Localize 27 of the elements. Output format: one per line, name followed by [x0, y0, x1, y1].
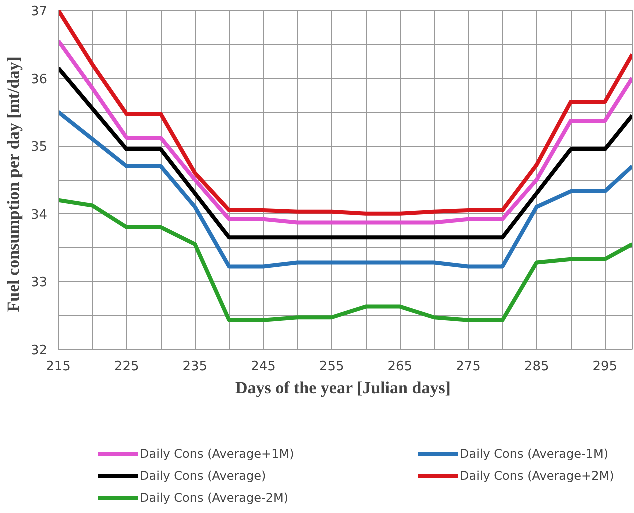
- x-tick-label: 215: [46, 360, 71, 374]
- line-series: [58, 39, 632, 225]
- line-series: [58, 10, 632, 216]
- x-tick-label: 235: [182, 360, 208, 374]
- y-tick-label: 36: [30, 72, 48, 88]
- y-axis-title: Fuel consumption per day [mt/day]: [4, 56, 23, 312]
- legend-label: Daily Cons (Average-2M): [140, 491, 290, 505]
- x-axis-title: Days of the year [Julian days]: [235, 378, 451, 398]
- legend-label: Daily Cons (Average+1M): [140, 447, 296, 461]
- y-tick-label: 34: [30, 208, 48, 223]
- line-series: [58, 66, 632, 240]
- x-tick-label: 295: [592, 360, 618, 374]
- x-tick-label: 265: [388, 360, 413, 374]
- legend-label: Daily Cons (Average-1M): [460, 447, 610, 461]
- y-tick-label: 33: [30, 276, 48, 291]
- x-tick-label: 275: [456, 360, 481, 374]
- x-tick-label: 255: [319, 360, 344, 374]
- y-tick-label: 35: [30, 140, 48, 156]
- legend-label: Daily Cons (Average): [140, 469, 268, 483]
- legend-label: Daily Cons (Average+2M): [460, 469, 616, 483]
- y-tick-label: 37: [30, 4, 48, 20]
- x-tick-label: 225: [114, 360, 140, 374]
- y-tick-label: 32: [30, 344, 48, 358]
- line-series: [58, 110, 632, 269]
- x-tick-label: 245: [251, 360, 276, 374]
- line-series: [58, 198, 632, 322]
- x-tick-label: 285: [524, 360, 550, 374]
